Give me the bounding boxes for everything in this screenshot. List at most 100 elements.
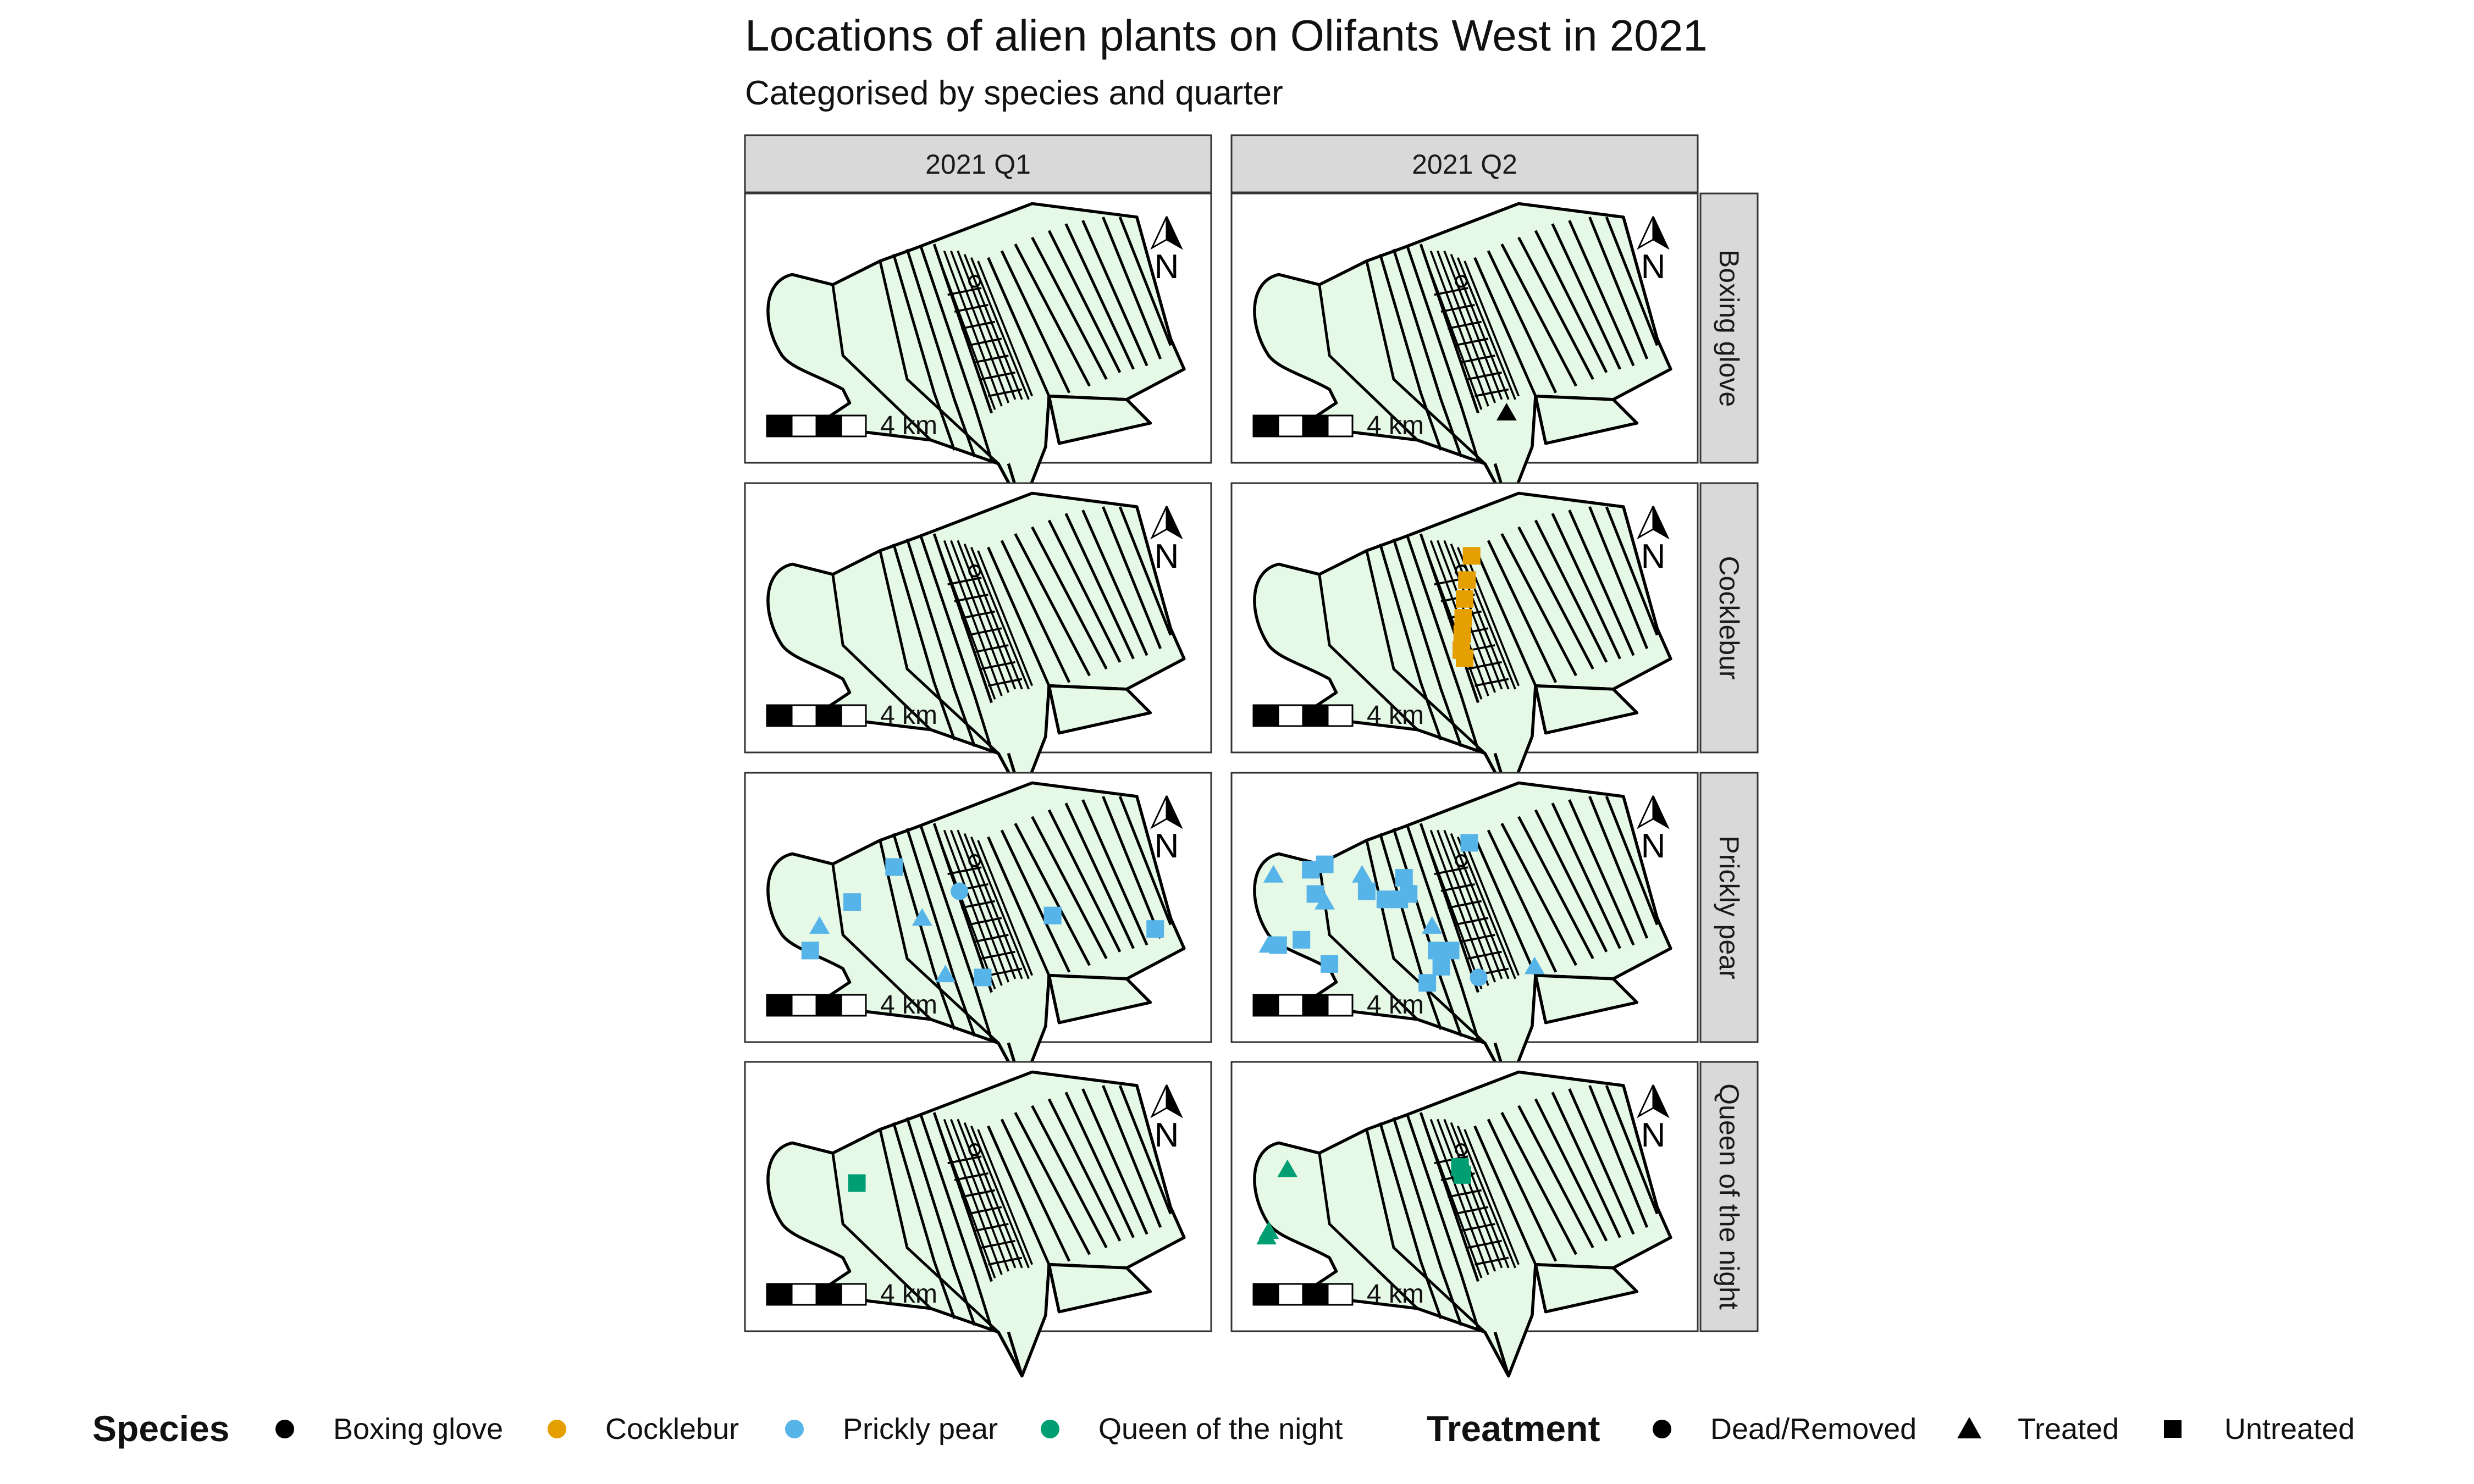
scale-bar-segment bbox=[766, 414, 793, 438]
scale-bar-segment bbox=[1327, 704, 1354, 727]
scale-bar-segment bbox=[1277, 704, 1304, 727]
scale-bar-label: 4 km bbox=[1367, 1280, 1424, 1309]
north-label: N bbox=[1641, 538, 1666, 575]
scale-bar-segment bbox=[766, 994, 793, 1017]
point-untreated bbox=[1400, 885, 1418, 903]
scale-bar-segment bbox=[1252, 704, 1279, 727]
map-panel-2021-q1-cocklebur: N 4 km bbox=[744, 482, 1212, 797]
scale-bar-segment bbox=[1302, 1283, 1329, 1306]
scale-bar-segment bbox=[840, 704, 867, 727]
scale-bar-segment bbox=[815, 414, 842, 438]
legend-swatch-cocklebur bbox=[548, 1420, 566, 1438]
scale-bar-segment bbox=[766, 704, 793, 727]
point-untreated bbox=[1453, 625, 1471, 643]
point-untreated bbox=[1357, 882, 1376, 900]
point-treated bbox=[1496, 402, 1517, 420]
point-dead-removed bbox=[1470, 968, 1488, 987]
map-panel-2021-q1-prickly-pear: N 4 km bbox=[744, 772, 1212, 1087]
column-strip-2021-q1 bbox=[744, 134, 1212, 193]
north-label: N bbox=[1155, 248, 1179, 286]
point-treated bbox=[1524, 956, 1545, 974]
row-strip-boxing-glove bbox=[1699, 192, 1759, 464]
point-untreated bbox=[1395, 869, 1413, 887]
map-panel-2021-q2-prickly-pear: N 4 km bbox=[1230, 772, 1699, 1087]
scale-bar-segment bbox=[840, 994, 867, 1017]
row-strip-prickly-pear bbox=[1699, 772, 1759, 1043]
legend-species-queen-of-the-night: Queen of the night bbox=[1098, 1413, 1343, 1446]
point-untreated bbox=[1043, 906, 1062, 924]
north-label: N bbox=[1641, 248, 1666, 286]
scale-bar-segment bbox=[1302, 414, 1329, 438]
north-label: N bbox=[1155, 538, 1179, 575]
legend: Species Boxing glove Cocklebur Prickly p… bbox=[92, 1408, 2355, 1449]
column-strip-label: 2021 Q2 bbox=[1412, 149, 1517, 180]
scale-bar-segment bbox=[840, 414, 867, 438]
scale-bar-segment bbox=[791, 994, 818, 1017]
point-untreated bbox=[1442, 942, 1460, 960]
scale-bar-segment bbox=[766, 1283, 793, 1306]
scale-bar-segment bbox=[1277, 994, 1304, 1017]
point-untreated bbox=[843, 893, 862, 911]
point-untreated bbox=[974, 968, 992, 987]
legend-treatment-dead-removed: Dead/Removed bbox=[1710, 1413, 1917, 1446]
point-untreated bbox=[885, 858, 903, 876]
legend-swatch-prickly-pear bbox=[785, 1420, 804, 1438]
scale-bar-label: 4 km bbox=[880, 1280, 937, 1309]
scale-bar-segment bbox=[1327, 1283, 1354, 1306]
point-treated bbox=[935, 965, 956, 983]
point-treated bbox=[1277, 1159, 1298, 1177]
row-strip-queen-of-the-night bbox=[1699, 1061, 1759, 1332]
row-strip-cocklebur bbox=[1699, 482, 1759, 754]
row-strip-label: Prickly pear bbox=[1714, 835, 1744, 979]
scale-bar-segment bbox=[791, 704, 818, 727]
scale-bar-segment bbox=[1302, 994, 1329, 1017]
point-untreated bbox=[1453, 1166, 1471, 1184]
point-untreated bbox=[1316, 855, 1334, 873]
point-untreated bbox=[1454, 609, 1472, 627]
row-strip-label: Boxing glove bbox=[1714, 250, 1744, 407]
scale-bar-segment bbox=[1277, 1283, 1304, 1306]
north-label: N bbox=[1155, 827, 1179, 865]
figure-subtitle: Categorised by species and quarter bbox=[745, 74, 1283, 112]
point-untreated bbox=[1456, 649, 1473, 667]
north-label: N bbox=[1641, 827, 1666, 865]
column-strip-2021-q2 bbox=[1230, 134, 1699, 193]
scale-bar-segment bbox=[1252, 1283, 1279, 1306]
map-panel-2021-q2-cocklebur: N 4 km bbox=[1230, 482, 1699, 797]
map-panel-2021-q1-queen-of-the-night: N 4 km bbox=[744, 1061, 1212, 1376]
scale-bar-label: 4 km bbox=[880, 701, 937, 730]
point-treated bbox=[1263, 865, 1284, 883]
row-strip-label: Queen of the night bbox=[1714, 1083, 1744, 1310]
scale-bar-segment bbox=[1252, 414, 1279, 438]
point-treated bbox=[1352, 865, 1372, 883]
legend-shape-triangle-icon bbox=[1957, 1417, 1981, 1438]
north-label: N bbox=[1641, 1116, 1666, 1154]
point-untreated bbox=[1293, 931, 1311, 949]
legend-treatment-untreated: Untreated bbox=[2224, 1413, 2355, 1446]
scale-bar-segment bbox=[1302, 704, 1329, 727]
point-untreated bbox=[1456, 590, 1473, 608]
point-untreated bbox=[1458, 571, 1476, 589]
scale-bar-segment bbox=[1277, 414, 1304, 438]
point-treated bbox=[1315, 891, 1335, 910]
legend-species-cocklebur: Cocklebur bbox=[605, 1413, 739, 1446]
scale-bar-label: 4 km bbox=[880, 990, 937, 1020]
facet-grid: 2021 Q1 2021 Q2 Boxing glove Cocklebur Prick… bbox=[744, 134, 1759, 1376]
scale-bar-label: 4 km bbox=[1367, 701, 1424, 730]
scale-bar-segment bbox=[840, 1283, 867, 1306]
point-untreated bbox=[1462, 547, 1481, 565]
column-strip-label: 2021 Q1 bbox=[925, 149, 1031, 180]
point-treated bbox=[912, 908, 932, 926]
scale-bar-segment bbox=[1327, 994, 1354, 1017]
scale-bar-segment bbox=[791, 414, 818, 438]
scale-bar-segment bbox=[815, 704, 842, 727]
point-untreated bbox=[1269, 936, 1287, 954]
point-dead-removed bbox=[951, 882, 969, 900]
legend-species-prickly-pear: Prickly pear bbox=[843, 1413, 998, 1446]
north-label: N bbox=[1155, 1116, 1179, 1154]
scale-bar-label: 4 km bbox=[880, 411, 937, 440]
legend-treatment-title: Treatment bbox=[1427, 1408, 1600, 1449]
legend-species-boxing-glove: Boxing glove bbox=[333, 1413, 503, 1446]
map-panel-2021-q1-boxing-glove: N 4 km bbox=[744, 192, 1212, 507]
